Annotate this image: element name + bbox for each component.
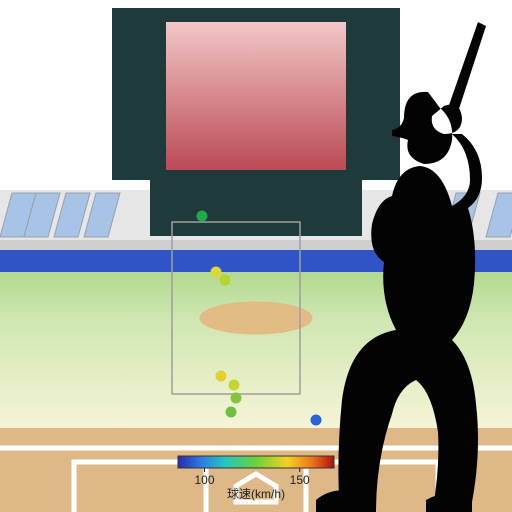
pitch-marker bbox=[226, 407, 237, 418]
scoreboard bbox=[112, 8, 400, 236]
pitch-marker bbox=[220, 275, 231, 286]
colorbar-tick-label: 100 bbox=[195, 473, 215, 487]
pitchers-mound bbox=[200, 302, 312, 334]
pitch-marker bbox=[231, 393, 242, 404]
pitch-marker bbox=[211, 267, 222, 278]
pitch-marker bbox=[311, 415, 322, 426]
colorbar-axis-label: 球速(km/h) bbox=[227, 487, 285, 501]
pitch-marker bbox=[216, 371, 227, 382]
colorbar-tick-label: 150 bbox=[290, 473, 310, 487]
pitch-marker bbox=[229, 380, 240, 391]
pitch-marker bbox=[197, 211, 208, 222]
pitch-chart-scene: 100 150 球速(km/h) bbox=[0, 0, 512, 512]
